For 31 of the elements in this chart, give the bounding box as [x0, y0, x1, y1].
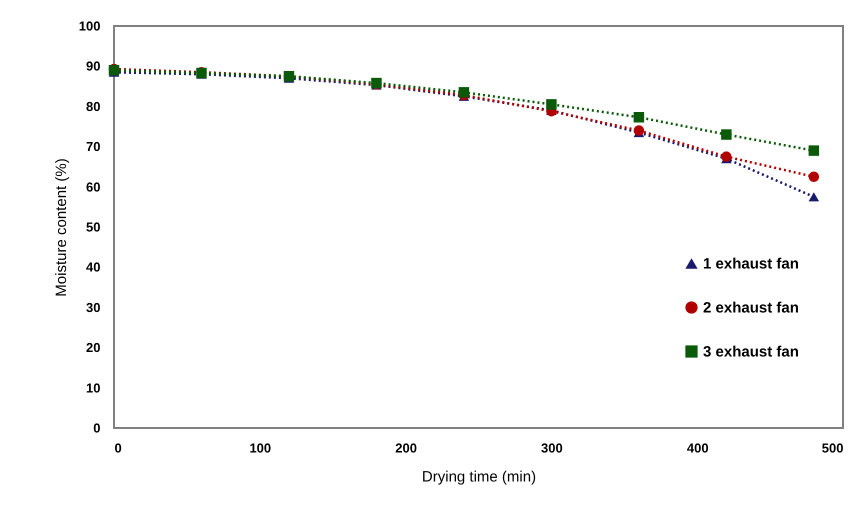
- point: [458, 87, 470, 98]
- y-tick-label: 50: [86, 220, 100, 234]
- y-tick-label: 10: [86, 380, 100, 396]
- x-tick-label: 200: [395, 440, 417, 456]
- point: [721, 151, 732, 162]
- point: [808, 192, 820, 202]
- y-tick-label: 80: [86, 98, 100, 114]
- x-axis-title: Drying time (min): [422, 468, 536, 486]
- x-tick-label: 500: [822, 440, 844, 456]
- x-tick-label: 400: [686, 440, 709, 456]
- point: [808, 172, 820, 182]
- y-tick-label: 40: [86, 260, 100, 275]
- legend-label: 2 exhaust fan: [703, 300, 799, 316]
- y-tick-label: 0: [93, 420, 100, 436]
- y-tick-label: 90: [86, 58, 100, 74]
- point: [546, 99, 557, 110]
- y-tick-label: 60: [86, 179, 100, 194]
- point: [721, 129, 732, 140]
- point: [634, 125, 644, 136]
- x-tick-label: 0: [114, 440, 122, 456]
- y-axis-title: Moisture content (%): [52, 158, 70, 297]
- point: [808, 145, 820, 156]
- y-tick-label: 70: [86, 139, 100, 154]
- y-tick-label: 30: [86, 300, 100, 315]
- legend-label: 1 exhaust fan: [703, 256, 799, 272]
- point: [634, 112, 644, 122]
- y-tick-label: 100: [78, 18, 100, 34]
- x-tick-label: 300: [541, 440, 563, 456]
- legend-label: 3 exhaust fan: [703, 344, 799, 360]
- y-tick-label: 20: [86, 340, 100, 356]
- x-tick-label: 100: [249, 440, 272, 456]
